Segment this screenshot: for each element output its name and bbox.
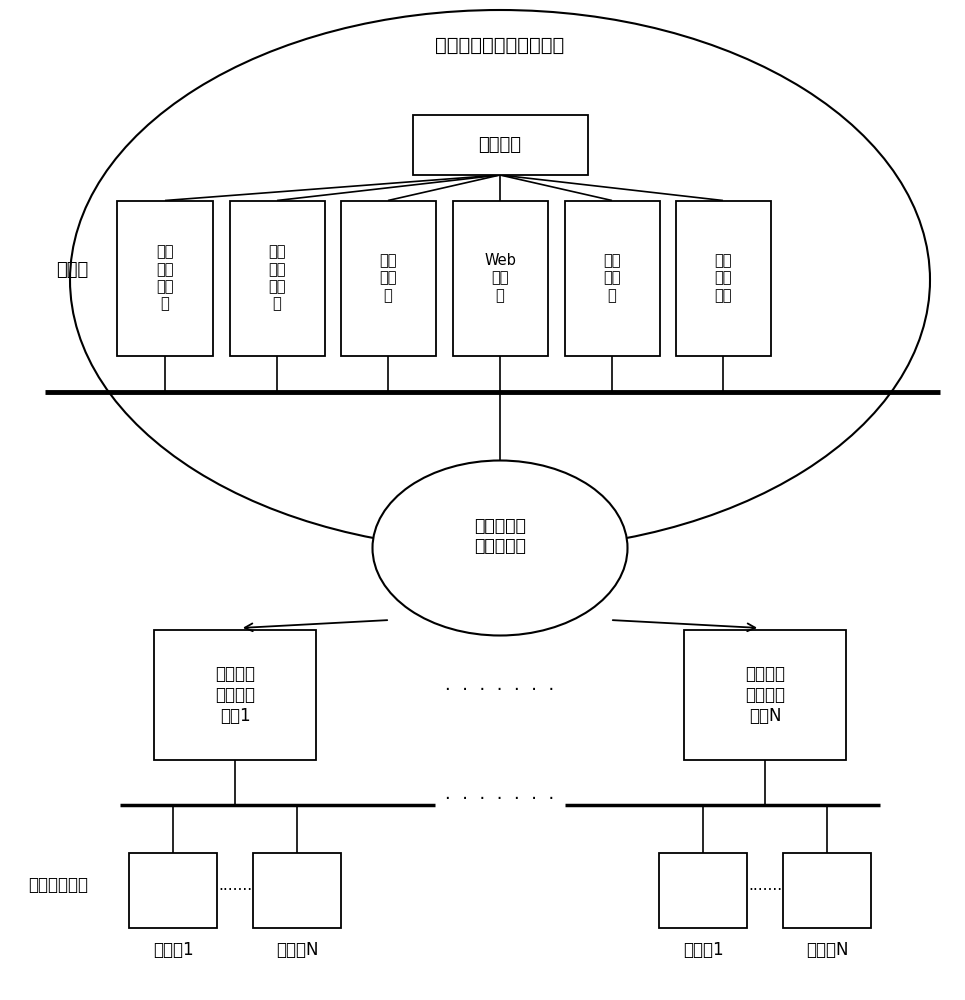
Text: 光纤通讯网
或无线公网: 光纤通讯网 或无线公网 [474,517,526,555]
Text: 管理终端: 管理终端 [479,136,521,154]
Bar [154,630,316,760]
Text: 电能表N: 电能表N [806,941,848,959]
Text: ·  ·  ·  ·  ·  ·  ·: · · · · · · · [446,681,555,699]
Bar [783,852,871,928]
Bar [253,852,341,928]
Text: 模拟智能
配电台区
终端1: 模拟智能 配电台区 终端1 [215,665,255,725]
Text: ·······: ······· [218,882,252,898]
Bar [659,852,747,928]
Text: Web
服务
器: Web 服务 器 [484,253,516,303]
Text: 网关
服务
器: 网关 服务 器 [603,253,620,303]
Text: 实训室: 实训室 [56,261,88,279]
Text: 数据
库服
务器: 数据 库服 务器 [714,253,731,303]
Bar [684,630,846,760]
Text: 低压电力用户: 低压电力用户 [28,876,88,894]
Text: 数据
存储
服务
器: 数据 存储 服务 器 [156,244,174,312]
Bar [129,852,217,928]
Text: ·······: ······· [748,882,782,898]
Text: 电能表1: 电能表1 [152,941,193,959]
Text: 前置
服务
器: 前置 服务 器 [379,253,397,303]
Text: ·  ·  ·  ·  ·  ·  ·: · · · · · · · [446,790,555,808]
Bar [412,115,588,175]
Text: 智能化低压管理主站系统: 智能化低压管理主站系统 [435,35,565,54]
Text: 模拟智能
配电台区
终端N: 模拟智能 配电台区 终端N [745,665,785,725]
Bar [676,201,770,356]
Bar [230,201,324,356]
Text: 电能表1: 电能表1 [682,941,724,959]
Text: 数据
处理
服务
器: 数据 处理 服务 器 [268,244,286,312]
Ellipse shape [70,10,930,550]
Ellipse shape [372,460,627,636]
Text: 电能表N: 电能表N [276,941,318,959]
Bar [118,201,212,356]
Bar [341,201,435,356]
Bar [453,201,547,356]
Bar [565,201,659,356]
